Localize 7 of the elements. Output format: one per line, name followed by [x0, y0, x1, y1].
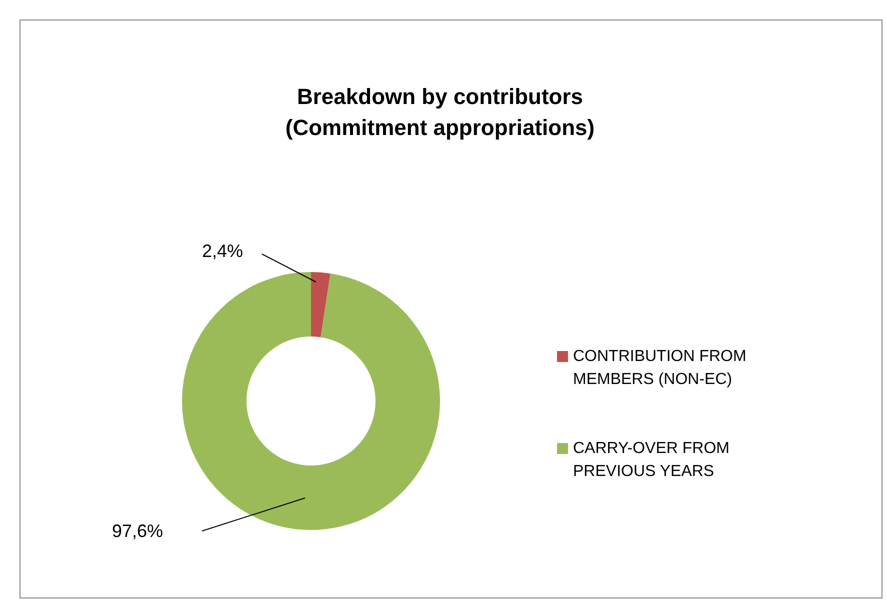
donut-slice	[182, 272, 440, 530]
data-label: 2,4%	[202, 240, 244, 261]
legend-label: CARRY-OVER FROM PREVIOUS YEARS	[573, 440, 730, 480]
legend-label: CONTRIBUTION FROM MEMBERS (NON-EC)	[573, 348, 746, 388]
data-label: 97,6%	[112, 520, 164, 541]
donut-slice	[311, 272, 330, 338]
chart-title: Breakdown by contributors (Commitment appropriations)	[285, 84, 595, 140]
